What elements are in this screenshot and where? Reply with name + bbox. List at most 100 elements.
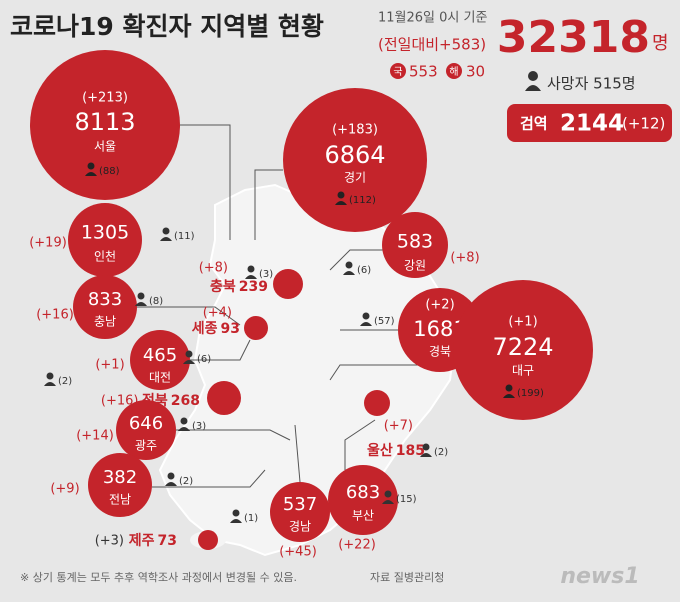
region-deaths: (3) xyxy=(259,269,273,280)
region-bubble xyxy=(273,269,303,299)
person-icon xyxy=(135,292,147,306)
leader-lines xyxy=(137,124,455,488)
person-icon xyxy=(245,265,257,279)
icon-body xyxy=(230,519,242,523)
region-change: (+16) xyxy=(36,308,74,323)
region-total: 8113 xyxy=(74,108,135,136)
icon-head xyxy=(232,509,240,517)
region-deaths: (2) xyxy=(179,476,193,487)
region-change: (+14) xyxy=(76,429,114,444)
total: 32318 xyxy=(497,12,650,63)
badge-label: 해 xyxy=(449,65,458,78)
region-change: (+1) xyxy=(95,358,124,373)
quarantine-label: 검역 xyxy=(520,115,548,133)
region-total: 583 xyxy=(397,231,433,253)
region-total: 185 xyxy=(396,443,425,459)
region-bubble xyxy=(328,465,398,535)
region-bubble xyxy=(283,88,427,232)
region-total: 239 xyxy=(239,279,268,295)
badge xyxy=(446,63,462,79)
person-icon xyxy=(160,227,172,241)
region-deaths: (1) xyxy=(244,513,258,524)
region-bubble xyxy=(270,482,330,542)
icon-body xyxy=(160,237,172,241)
region-deaths: (57) xyxy=(374,316,395,327)
region-total: 833 xyxy=(88,289,122,310)
region-deaths: (88) xyxy=(99,166,120,177)
region-change: (+183) xyxy=(332,123,378,138)
icon-head xyxy=(345,261,353,269)
region-deaths: (6) xyxy=(357,265,371,276)
icon-head xyxy=(505,384,513,392)
region-total: 1305 xyxy=(81,222,129,244)
quarantine-change: (+12) xyxy=(622,115,665,133)
total-unit: 명 xyxy=(652,33,669,54)
footnote: ※ 상기 통계는 모두 추후 역학조사 과정에서 변경될 수 있음. xyxy=(20,570,297,584)
person-icon xyxy=(335,191,347,205)
icon-head xyxy=(162,227,170,235)
person-icon xyxy=(343,261,355,275)
region-name: 울산 xyxy=(367,442,393,459)
region-bubble xyxy=(364,390,390,416)
logo: news1 xyxy=(560,564,639,589)
region-change: (+9) xyxy=(50,482,79,497)
region-total: 73 xyxy=(158,533,177,549)
region-change: (+8) xyxy=(199,261,228,276)
region-total: 646 xyxy=(129,413,163,434)
quarantine-box xyxy=(507,104,672,142)
region-name: 경기 xyxy=(344,171,366,185)
date: 11월26일 0시 기준 xyxy=(378,11,487,26)
icon-head xyxy=(247,265,255,273)
region-name: 대전 xyxy=(149,371,171,385)
badge xyxy=(390,63,406,79)
icon-head xyxy=(337,191,345,199)
icon-body xyxy=(85,172,97,176)
region-name: 광주 xyxy=(135,439,157,453)
icon-head xyxy=(167,472,175,480)
domestic: 553 xyxy=(409,63,438,81)
icon-body xyxy=(335,201,347,205)
icon-body xyxy=(135,302,147,306)
region-deaths: (8) xyxy=(149,296,163,307)
icon-body xyxy=(245,275,257,279)
title: 코로나19 확진자 지역별 현황 xyxy=(10,12,324,41)
region-total: 268 xyxy=(171,393,200,409)
icon-body xyxy=(360,322,372,326)
region-change: (+3) xyxy=(95,534,124,549)
daily-change: (전일대비+583) xyxy=(378,36,486,54)
person-icon xyxy=(183,350,195,364)
region-bubble xyxy=(30,50,180,200)
region-deaths: (112) xyxy=(349,195,376,206)
icon-head xyxy=(384,490,392,498)
region-deaths: (6) xyxy=(197,354,211,365)
person-icon xyxy=(230,509,242,523)
region-change: (+7) xyxy=(384,419,413,434)
region-change: (+16) xyxy=(101,394,139,409)
region-bubble xyxy=(382,212,448,278)
region-name: 제주 xyxy=(129,533,155,549)
region-label: 울산 185 xyxy=(367,442,425,459)
region-total: 465 xyxy=(143,345,177,366)
region-bubble xyxy=(68,203,142,277)
icon-head xyxy=(185,350,193,358)
person-icon xyxy=(44,372,56,386)
icon-head xyxy=(180,417,188,425)
region-change: (+4) xyxy=(203,306,232,321)
region-bubble xyxy=(207,381,241,415)
region-change: (+2) xyxy=(425,298,454,313)
overseas: 30 xyxy=(466,63,485,81)
region-bubble xyxy=(116,400,176,460)
region-bubble xyxy=(244,316,268,340)
region-bubble xyxy=(453,280,593,420)
region-deaths: (15) xyxy=(396,494,417,505)
icon-head xyxy=(362,312,370,320)
region-bubble xyxy=(88,453,152,517)
person-icon xyxy=(165,472,177,486)
icon-body xyxy=(382,500,394,504)
icon-body xyxy=(178,427,190,431)
region-bubble xyxy=(130,330,190,390)
badge-label: 국 xyxy=(393,66,402,78)
person-icon xyxy=(360,312,372,326)
